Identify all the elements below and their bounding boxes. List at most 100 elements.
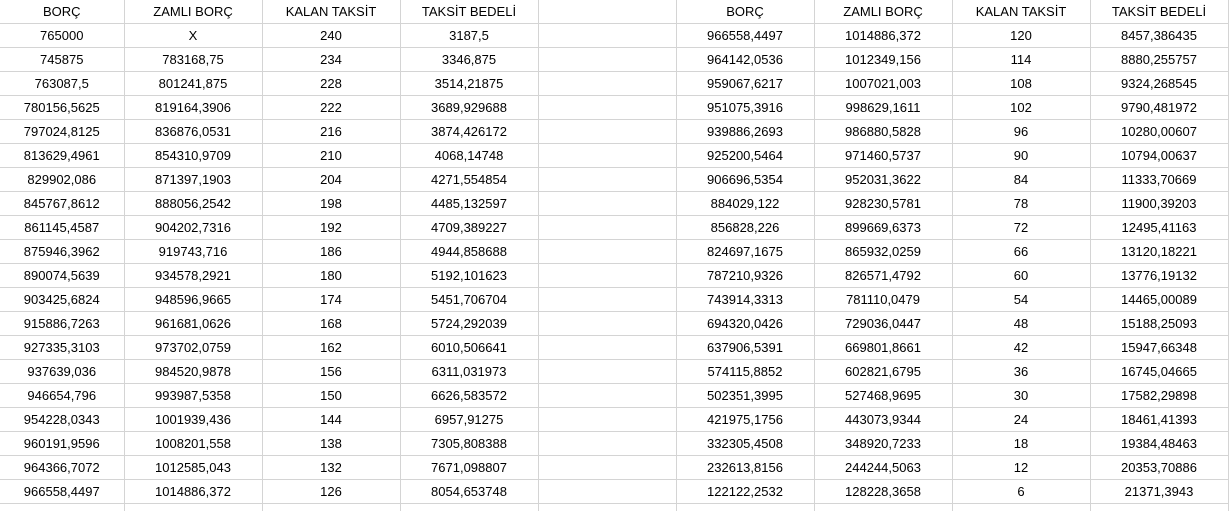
cell-left-col-4[interactable]: 4485,132597 <box>400 191 539 216</box>
cell-left-col-2[interactable]: 1012585,043 <box>124 455 263 480</box>
cell-right-col-3[interactable]: 78 <box>952 191 1091 216</box>
cell-right-col-3[interactable]: 72 <box>952 215 1091 240</box>
cell-left-col-4[interactable]: 4271,554854 <box>400 167 539 192</box>
cell-left-col-3[interactable]: 138 <box>262 431 401 456</box>
cell-left-col-2[interactable]: 801241,875 <box>124 71 263 96</box>
cell-left-col-3[interactable]: 168 <box>262 311 401 336</box>
cell-right-col-1[interactable]: 884029,122 <box>676 191 815 216</box>
cell-left-col-1[interactable]: 765000 <box>0 23 125 48</box>
cell-right-col-4[interactable]: 11333,70669 <box>1090 167 1229 192</box>
cell-right-col-4[interactable]: 12495,41163 <box>1090 215 1229 240</box>
cell-right-col-1[interactable]: 966558,4497 <box>676 23 815 48</box>
cell-left-col-2[interactable]: 871397,1903 <box>124 167 263 192</box>
empty-cell[interactable] <box>538 71 677 96</box>
empty-cell[interactable] <box>538 95 677 120</box>
header-cell-zamli-borc-left[interactable]: ZAMLI BORÇ <box>124 0 263 24</box>
cell-left-col-3[interactable]: 240 <box>262 23 401 48</box>
header-cell-kalan-taksit-left[interactable]: KALAN TAKSİT <box>262 0 401 24</box>
cell-left-col-1[interactable]: 903425,6824 <box>0 287 125 312</box>
cell-left-col-2[interactable]: X <box>124 23 263 48</box>
cell-left-col-3[interactable]: 198 <box>262 191 401 216</box>
empty-cell[interactable] <box>538 119 677 144</box>
empty-cell[interactable] <box>262 503 401 511</box>
empty-cell[interactable] <box>538 359 677 384</box>
cell-left-col-4[interactable]: 5192,101623 <box>400 263 539 288</box>
empty-cell[interactable] <box>538 0 677 24</box>
cell-left-col-2[interactable]: 961681,0626 <box>124 311 263 336</box>
cell-left-col-3[interactable]: 192 <box>262 215 401 240</box>
empty-cell[interactable] <box>538 455 677 480</box>
cell-left-col-2[interactable]: 1014886,372 <box>124 479 263 504</box>
cell-left-col-4[interactable]: 6010,506641 <box>400 335 539 360</box>
cell-right-col-3[interactable]: 102 <box>952 95 1091 120</box>
cell-left-col-2[interactable]: 1001939,436 <box>124 407 263 432</box>
empty-cell[interactable] <box>538 191 677 216</box>
cell-left-col-1[interactable]: 861145,4587 <box>0 215 125 240</box>
cell-left-col-3[interactable]: 126 <box>262 479 401 504</box>
cell-right-col-4[interactable]: 10280,00607 <box>1090 119 1229 144</box>
cell-right-col-4[interactable]: 13776,19132 <box>1090 263 1229 288</box>
cell-right-col-4[interactable]: 15188,25093 <box>1090 311 1229 336</box>
cell-left-col-2[interactable]: 984520,9878 <box>124 359 263 384</box>
empty-cell[interactable] <box>538 239 677 264</box>
cell-right-col-2[interactable]: 669801,8661 <box>814 335 953 360</box>
cell-right-col-2[interactable]: 729036,0447 <box>814 311 953 336</box>
cell-left-col-3[interactable]: 222 <box>262 95 401 120</box>
cell-left-col-1[interactable]: 890074,5639 <box>0 263 125 288</box>
cell-right-col-2[interactable]: 781110,0479 <box>814 287 953 312</box>
cell-right-col-3[interactable]: 60 <box>952 263 1091 288</box>
cell-right-col-4[interactable]: 16745,04665 <box>1090 359 1229 384</box>
cell-left-col-3[interactable]: 204 <box>262 167 401 192</box>
cell-right-col-4[interactable]: 9790,481972 <box>1090 95 1229 120</box>
empty-cell[interactable] <box>538 479 677 504</box>
cell-left-col-4[interactable]: 3514,21875 <box>400 71 539 96</box>
cell-right-col-1[interactable]: 856828,226 <box>676 215 815 240</box>
cell-left-col-4[interactable]: 3187,5 <box>400 23 539 48</box>
cell-left-col-1[interactable]: 964366,7072 <box>0 455 125 480</box>
cell-right-col-1[interactable]: 906696,5354 <box>676 167 815 192</box>
cell-right-col-1[interactable]: 951075,3916 <box>676 95 815 120</box>
cell-right-col-1[interactable]: 332305,4508 <box>676 431 815 456</box>
cell-right-col-2[interactable]: 998629,1611 <box>814 95 953 120</box>
cell-right-col-4[interactable]: 13120,18221 <box>1090 239 1229 264</box>
empty-cell[interactable] <box>538 503 677 511</box>
cell-left-col-3[interactable]: 234 <box>262 47 401 72</box>
cell-left-col-3[interactable]: 216 <box>262 119 401 144</box>
cell-left-col-1[interactable]: 946654,796 <box>0 383 125 408</box>
cell-right-col-1[interactable]: 787210,9326 <box>676 263 815 288</box>
cell-right-col-4[interactable]: 9324,268545 <box>1090 71 1229 96</box>
header-cell-borc-right[interactable]: BORÇ <box>676 0 815 24</box>
cell-left-col-1[interactable]: 960191,9596 <box>0 431 125 456</box>
cell-right-col-3[interactable]: 12 <box>952 455 1091 480</box>
cell-right-col-2[interactable]: 826571,4792 <box>814 263 953 288</box>
empty-cell[interactable] <box>1090 503 1229 511</box>
cell-right-col-1[interactable]: 959067,6217 <box>676 71 815 96</box>
header-cell-kalan-taksit-right[interactable]: KALAN TAKSİT <box>952 0 1091 24</box>
cell-right-col-1[interactable]: 232613,8156 <box>676 455 815 480</box>
cell-right-col-3[interactable]: 108 <box>952 71 1091 96</box>
cell-left-col-4[interactable]: 4709,389227 <box>400 215 539 240</box>
cell-left-col-1[interactable]: 937639,036 <box>0 359 125 384</box>
cell-right-col-2[interactable]: 952031,3622 <box>814 167 953 192</box>
empty-cell[interactable] <box>538 431 677 456</box>
cell-right-col-4[interactable]: 14465,00089 <box>1090 287 1229 312</box>
cell-right-col-3[interactable]: 84 <box>952 167 1091 192</box>
cell-right-col-3[interactable]: 18 <box>952 431 1091 456</box>
cell-left-col-4[interactable]: 6311,031973 <box>400 359 539 384</box>
cell-right-col-2[interactable]: 348920,7233 <box>814 431 953 456</box>
cell-right-col-2[interactable]: 899669,6373 <box>814 215 953 240</box>
cell-left-col-2[interactable]: 836876,0531 <box>124 119 263 144</box>
cell-right-col-3[interactable]: 30 <box>952 383 1091 408</box>
cell-right-col-3[interactable]: 120 <box>952 23 1091 48</box>
cell-left-col-3[interactable]: 150 <box>262 383 401 408</box>
cell-right-col-1[interactable]: 574115,8852 <box>676 359 815 384</box>
empty-cell[interactable] <box>814 503 953 511</box>
cell-left-col-1[interactable]: 845767,8612 <box>0 191 125 216</box>
cell-right-col-4[interactable]: 21371,3943 <box>1090 479 1229 504</box>
empty-cell[interactable] <box>538 263 677 288</box>
cell-right-col-1[interactable]: 694320,0426 <box>676 311 815 336</box>
empty-cell[interactable] <box>538 407 677 432</box>
cell-right-col-4[interactable]: 8457,386435 <box>1090 23 1229 48</box>
cell-left-col-1[interactable]: 745875 <box>0 47 125 72</box>
cell-left-col-4[interactable]: 7671,098807 <box>400 455 539 480</box>
